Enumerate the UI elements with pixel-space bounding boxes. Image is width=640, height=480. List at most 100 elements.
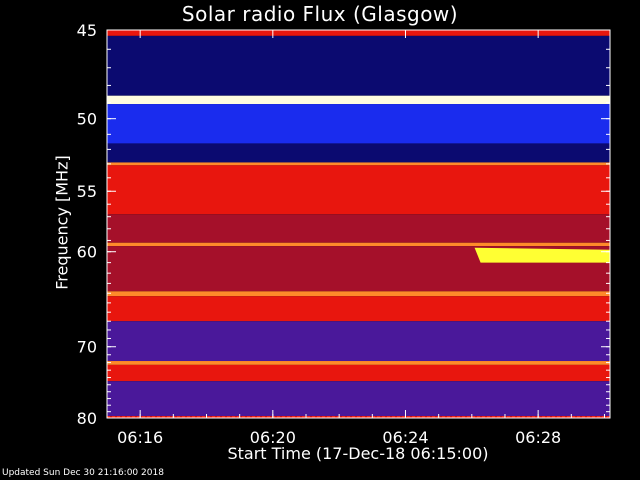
band-dot: [132, 416, 135, 418]
band-dot: [502, 416, 505, 418]
x-tick-label: 06:16: [117, 428, 163, 447]
band-dot: [487, 416, 490, 418]
y-tick-label: 50: [77, 110, 97, 129]
band-dot: [112, 416, 115, 418]
radio-burst: [474, 247, 610, 263]
band-dot: [152, 416, 155, 418]
band-dot: [447, 416, 450, 418]
band-dot: [322, 416, 325, 418]
intensity-band: [107, 104, 610, 144]
intensity-band: [107, 321, 610, 362]
band-dot: [412, 416, 415, 418]
band-dot: [212, 416, 215, 418]
band-dot: [597, 416, 600, 418]
y-tick-label: 60: [77, 243, 97, 262]
band-dot: [377, 416, 380, 418]
band-dot: [567, 416, 570, 418]
band-dot: [542, 416, 545, 418]
band-dot: [562, 416, 565, 418]
band-dot: [237, 416, 240, 418]
band-dot: [512, 416, 515, 418]
band-dot: [157, 416, 160, 418]
band-dot: [572, 416, 575, 418]
band-dot: [287, 416, 290, 418]
band-dot: [192, 416, 195, 418]
band-dot: [362, 416, 365, 418]
band-dot: [587, 416, 590, 418]
band-dot: [247, 416, 250, 418]
band-dot: [532, 416, 535, 418]
band-dot: [137, 416, 140, 418]
band-dot: [372, 416, 375, 418]
band-dot: [392, 416, 395, 418]
band-dot: [467, 416, 470, 418]
chart-title: Solar radio Flux (Glasgow): [181, 2, 459, 26]
intensity-band: [107, 296, 610, 322]
x-tick-label: 06:24: [382, 428, 428, 447]
intensity-band: [107, 35, 610, 96]
band-dot: [607, 416, 610, 418]
band-dot: [147, 416, 150, 418]
intensity-band: [107, 30, 610, 36]
intensity-band: [107, 162, 610, 166]
y-tick-label: 80: [77, 409, 97, 428]
band-dot: [222, 416, 225, 418]
band-dot: [272, 416, 275, 418]
band-dot: [282, 416, 285, 418]
plot-frame: [106, 29, 611, 419]
band-dot: [357, 416, 360, 418]
band-dot: [422, 416, 425, 418]
band-dot: [557, 416, 560, 418]
band-dot: [202, 416, 205, 418]
band-dot: [347, 416, 350, 418]
band-dot: [107, 416, 110, 418]
intensity-band: [107, 165, 610, 215]
band-dot: [242, 416, 245, 418]
intensity-band: [107, 95, 610, 105]
intensity-band: [107, 291, 610, 297]
band-dot: [427, 416, 430, 418]
band-dot: [432, 416, 435, 418]
band-dot: [497, 416, 500, 418]
band-dot: [452, 416, 455, 418]
intensity-band: [107, 364, 610, 382]
band-dot: [327, 416, 330, 418]
band-dot: [402, 416, 405, 418]
intensity-band: [107, 242, 610, 247]
band-dot: [252, 416, 255, 418]
intensity-band: [107, 143, 610, 163]
band-dot: [142, 416, 145, 418]
band-dot: [167, 416, 170, 418]
axes: 06:16 06:20 06:24 06:28 45 50 55 60 70 80: [77, 21, 610, 447]
band-dot: [187, 416, 190, 418]
band-dot: [292, 416, 295, 418]
x-tick-label: 06:28: [515, 428, 561, 447]
band-dot: [182, 416, 185, 418]
y-tick-label: 55: [77, 182, 97, 201]
band-dot: [522, 416, 525, 418]
band-dot: [342, 416, 345, 418]
band-dot: [312, 416, 315, 418]
band-dot: [262, 416, 265, 418]
band-dot: [227, 416, 230, 418]
band-dot: [352, 416, 355, 418]
band-dot: [117, 416, 120, 418]
band-dot: [307, 416, 310, 418]
x-axis-label: Start Time (17-Dec-18 06:15:00): [227, 444, 489, 463]
band-dot: [302, 416, 305, 418]
band-dot: [462, 416, 465, 418]
band-dot: [337, 416, 340, 418]
band-dot: [492, 416, 495, 418]
band-dot: [197, 416, 200, 418]
band-dot: [367, 416, 370, 418]
y-tick-label: 70: [77, 338, 97, 357]
band-dot: [407, 416, 410, 418]
band-dot: [162, 416, 165, 418]
band-dot: [277, 416, 280, 418]
band-dot: [267, 416, 270, 418]
band-dot: [602, 416, 605, 418]
updated-timestamp: Updated Sun Dec 30 21:16:00 2018: [2, 468, 164, 478]
band-dot: [477, 416, 480, 418]
band-dot: [547, 416, 550, 418]
